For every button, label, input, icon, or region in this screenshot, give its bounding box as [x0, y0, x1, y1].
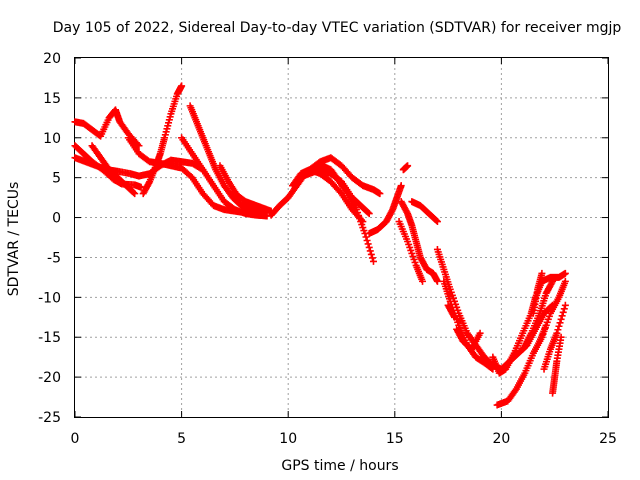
series-arc-q — [395, 218, 427, 285]
series-arc-o — [399, 162, 412, 174]
data-point — [397, 182, 405, 190]
series-arc-f — [139, 82, 186, 198]
series-arc-z — [540, 301, 569, 373]
data-point — [376, 190, 384, 198]
series-arc-i — [216, 162, 275, 215]
data-point — [433, 218, 441, 226]
data-point — [367, 250, 375, 258]
data-point — [368, 254, 376, 262]
y-tick-label: 20 — [43, 51, 61, 67]
chart-title: Day 105 of 2022, Sidereal Day-to-day VTE… — [53, 20, 622, 36]
data-point — [433, 277, 441, 285]
data-point — [561, 277, 569, 285]
data-point — [554, 326, 562, 334]
axis-ticks: 0 5 10 15 20 25 20 15 10 5 0 -5 -10 -15 -20 -25 — [38, 51, 617, 447]
x-axis-label: GPS time / hours — [281, 458, 398, 474]
data-point — [366, 247, 374, 255]
series-arc-l — [306, 154, 384, 198]
series-arc-m — [295, 166, 373, 218]
x-tick-label: 15 — [386, 431, 404, 447]
series-arc-aa — [549, 333, 565, 397]
series-arc-r — [408, 198, 441, 226]
y-tick-label: -15 — [38, 330, 61, 346]
y-tick-label: -5 — [47, 250, 61, 266]
series-arc-a — [71, 106, 143, 150]
data-point — [359, 218, 367, 226]
y-tick-label: 10 — [43, 131, 61, 147]
series-arc-y — [519, 277, 557, 353]
series-arc-h — [178, 134, 271, 220]
data-point — [419, 277, 427, 285]
data-point — [558, 312, 566, 320]
y-tick-label: 5 — [52, 171, 61, 187]
y-tick-label: 0 — [52, 211, 61, 227]
series-arc-g — [186, 102, 271, 217]
data-point — [561, 269, 569, 277]
data-point — [365, 243, 373, 251]
data-marks — [71, 82, 569, 409]
series-arc-ab — [529, 269, 546, 317]
y-tick-label: 15 — [43, 91, 61, 107]
data-point — [364, 209, 372, 217]
data-point — [557, 333, 565, 341]
data-point — [357, 216, 365, 224]
y-axis-label: SDTVAR / TECUs — [6, 182, 22, 297]
x-tick-label: 20 — [492, 431, 510, 447]
series-arc-v — [453, 325, 484, 353]
y-tick-label: -10 — [38, 290, 61, 306]
gridlines — [75, 58, 608, 417]
data-point — [450, 313, 458, 321]
plot-frame — [74, 57, 609, 418]
data-point — [553, 329, 561, 337]
data-point — [131, 190, 139, 198]
data-point — [178, 82, 186, 90]
data-point — [555, 322, 563, 330]
series-arc-ac — [536, 321, 550, 345]
series-arc-n — [365, 182, 405, 238]
data-point — [549, 277, 557, 285]
y-tick-label: -20 — [38, 370, 61, 386]
data-point — [556, 319, 564, 327]
data-point — [432, 217, 440, 225]
data-point — [363, 236, 371, 244]
data-point — [476, 329, 484, 337]
y-tick-label: -25 — [38, 410, 61, 426]
data-point — [362, 233, 370, 241]
data-point — [130, 189, 138, 197]
x-tick-label: 5 — [177, 431, 186, 447]
data-point — [561, 301, 569, 309]
data-point — [560, 305, 568, 313]
data-point — [538, 269, 546, 277]
series-arc-u — [444, 301, 458, 321]
series-arc-p — [397, 198, 441, 285]
data-point — [364, 240, 372, 248]
x-tick-label: 0 — [71, 431, 80, 447]
data-point — [559, 308, 567, 316]
x-tick-label: 25 — [599, 431, 617, 447]
data-point — [369, 257, 377, 265]
x-tick-label: 10 — [279, 431, 297, 447]
series-arc-k — [288, 166, 367, 226]
data-point — [542, 321, 550, 329]
data-point — [404, 162, 412, 170]
data-point — [365, 210, 373, 218]
data-point — [557, 315, 565, 323]
